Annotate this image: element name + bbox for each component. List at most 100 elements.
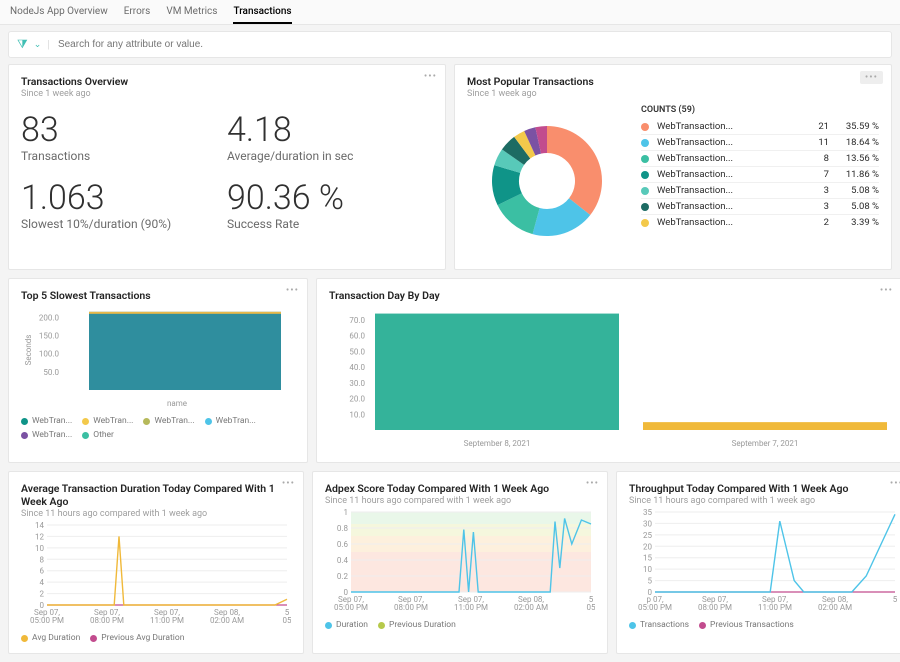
row-pct: 5.08 %	[835, 185, 879, 196]
row-pct: 18.64 %	[835, 137, 879, 148]
svg-text:4: 4	[40, 578, 45, 587]
row-label: WebTransaction...	[657, 217, 797, 228]
svg-text:05: 05	[587, 603, 596, 612]
svg-text:100.0: 100.0	[39, 350, 60, 359]
svg-text:08:00 PM: 08:00 PM	[90, 616, 124, 625]
metric: 1.063 Slowest 10%/duration (90%)	[21, 181, 227, 231]
donut-chart	[467, 99, 627, 259]
row-label: WebTransaction...	[657, 185, 797, 196]
count-row[interactable]: WebTransaction...813.56 %	[641, 150, 879, 166]
more-icon[interactable]: •••	[282, 478, 295, 489]
metric-value: 83	[21, 113, 219, 147]
row-count: 3	[803, 185, 829, 196]
count-row[interactable]: WebTransaction... 21 35.59 %	[641, 119, 879, 134]
metric-label: Success Rate	[227, 217, 425, 231]
search-bar[interactable]: ⧩ ⌄ |	[8, 31, 892, 58]
svg-text:50.0: 50.0	[43, 368, 59, 377]
transactions-overview-card: ••• Transactions Overview Since 1 week a…	[8, 64, 446, 270]
svg-text:200.0: 200.0	[39, 313, 60, 322]
card-title: Throughput Today Compared With 1 Week Ag…	[629, 482, 899, 495]
svg-text:8: 8	[40, 555, 45, 564]
svg-text:name: name	[167, 399, 187, 408]
legend-item: Avg Duration	[21, 633, 80, 643]
metric-value: 90.36 %	[227, 181, 425, 215]
svg-text:25: 25	[643, 531, 652, 540]
metric-value: 1.063	[21, 181, 219, 215]
tabs-bar: NodeJs App Overview Errors VM Metrics Trans…	[0, 0, 900, 25]
card-subtitle: Since 11 hours ago compared with 1 week …	[325, 496, 595, 506]
svg-text:14: 14	[35, 521, 44, 530]
svg-text:12: 12	[35, 532, 44, 541]
svg-text:30: 30	[643, 519, 652, 528]
svg-text:150.0: 150.0	[39, 331, 60, 340]
day-by-day-chart: 10.020.030.040.050.060.070.0September 8,…	[329, 302, 889, 452]
svg-text:10: 10	[35, 544, 44, 553]
svg-text:5: 5	[893, 595, 898, 604]
svg-text:0.8: 0.8	[337, 524, 349, 533]
svg-text:0.6: 0.6	[337, 540, 349, 549]
more-icon[interactable]: •••	[890, 478, 900, 489]
swatch-icon	[641, 139, 649, 147]
swatch-icon	[641, 203, 649, 211]
metric-label: Slowest 10%/duration (90%)	[21, 217, 219, 231]
count-row[interactable]: WebTransaction...23.39 %	[641, 214, 879, 230]
row-pct: 3.39 %	[835, 217, 879, 228]
svg-text:05: 05	[283, 616, 292, 625]
svg-text:11:00 PM: 11:00 PM	[150, 616, 184, 625]
tab-nodejs-app-overview[interactable]: NodeJs App Overview	[10, 0, 108, 24]
svg-text:September 7, 2021: September 7, 2021	[732, 439, 799, 448]
legend-item: Previous Avg Duration	[90, 633, 184, 643]
count-row[interactable]: WebTransaction...1118.64 %	[641, 134, 879, 150]
row-label: WebTransaction...	[657, 153, 797, 164]
svg-text:30.0: 30.0	[349, 379, 365, 388]
card-title: Most Popular Transactions	[467, 75, 879, 88]
legend-item: Transactions	[629, 620, 689, 630]
row-label: WebTransaction...	[657, 121, 797, 132]
count-row[interactable]: WebTransaction... 3 5.08 %	[641, 182, 879, 198]
more-icon[interactable]: •••	[880, 285, 893, 296]
svg-text:05:00 PM: 05:00 PM	[30, 616, 64, 625]
throughput-card: ••• Throughput Today Compared With 1 Wee…	[616, 471, 900, 654]
adpex-card: ••• Adpex Score Today Compared With 1 We…	[312, 471, 608, 654]
row-pct: 11.86 %	[835, 169, 879, 180]
more-icon[interactable]: •••	[860, 71, 883, 84]
svg-text:20: 20	[643, 542, 652, 551]
most-popular-card: ••• Most Popular Transactions Since 1 we…	[454, 64, 892, 270]
swatch-icon	[641, 155, 649, 163]
swatch-icon	[641, 219, 649, 227]
svg-text:08:00 PM: 08:00 PM	[698, 603, 732, 612]
legend-item: Previous Transactions	[699, 620, 794, 630]
metric-value: 4.18	[227, 113, 425, 147]
row-pct: 35.59 %	[835, 121, 879, 132]
filter-icon: ⧩	[17, 37, 28, 52]
counts-header: COUNTS (59)	[641, 105, 879, 115]
tab-errors[interactable]: Errors	[124, 0, 151, 24]
more-icon[interactable]: •••	[286, 285, 299, 296]
row-count: 21	[803, 121, 829, 132]
tab-transactions[interactable]: Transactions	[233, 0, 291, 24]
slowest-chart: 50.0100.0150.0200.0Secondsname	[21, 302, 297, 412]
tab-vm-metrics[interactable]: VM Metrics	[166, 0, 217, 24]
chevron-down-icon[interactable]: ⌄	[34, 40, 42, 50]
legend-item: WebTran...	[82, 416, 133, 426]
day-by-day-card: ••• Transaction Day By Day 10.020.030.04…	[316, 278, 900, 463]
svg-text:1: 1	[344, 508, 349, 517]
more-icon[interactable]: •••	[586, 478, 599, 489]
count-row[interactable]: WebTransaction...35.08 %	[641, 198, 879, 214]
count-row[interactable]: WebTransaction...711.86 %	[641, 166, 879, 182]
legend-item: WebTran...	[21, 430, 72, 440]
search-input[interactable]	[56, 38, 883, 51]
svg-text:05:00 PM: 05:00 PM	[638, 603, 672, 612]
svg-text:10.0: 10.0	[349, 410, 365, 419]
svg-text:05:00 PM: 05:00 PM	[334, 603, 368, 612]
more-icon[interactable]: •••	[424, 71, 437, 82]
svg-text:20.0: 20.0	[349, 395, 365, 404]
svg-text:6: 6	[40, 567, 45, 576]
metric: 90.36 % Success Rate	[227, 181, 433, 231]
adpex-chart: 00.20.40.60.81Sep 07,05:00 PMSep 07,08:0…	[325, 506, 595, 616]
svg-text:08:00 PM: 08:00 PM	[394, 603, 428, 612]
row-label: WebTransaction...	[657, 169, 797, 180]
svg-text:2: 2	[40, 590, 45, 599]
row-label: WebTransaction...	[657, 137, 797, 148]
swatch-icon	[641, 187, 649, 195]
